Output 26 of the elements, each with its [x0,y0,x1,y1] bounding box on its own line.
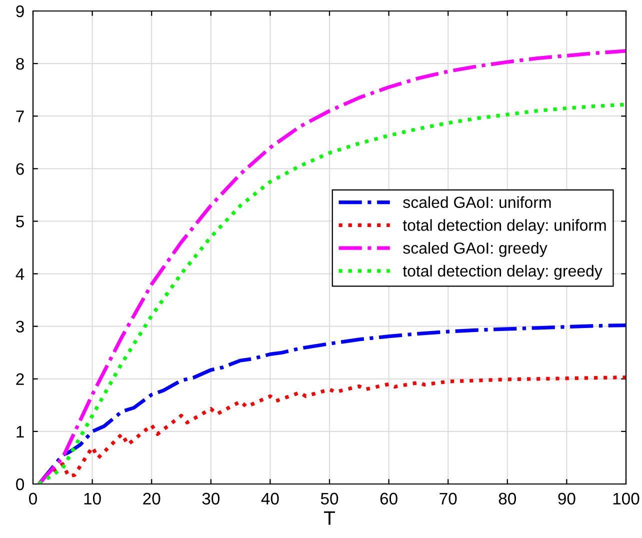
y-tick-label: 4 [16,268,24,280]
legend-label: scaled GAoI: greedy [403,242,548,257]
y-tick-label: 3 [16,320,24,333]
x-tick-label: 50 [320,492,338,505]
x-tick-label: 90 [558,492,576,505]
y-tick-label: 5 [16,216,24,228]
y-tick-label: 0 [16,478,24,490]
y-tick-label: 8 [16,58,24,70]
x-tick-label: 0 [29,492,37,505]
legend-label: total detection delay: uniform [402,219,606,234]
x-axis-title: T [324,511,335,525]
x-tick-label: 20 [143,492,160,505]
x-tick-label: 30 [202,492,220,505]
x-tick-label: 10 [84,492,101,505]
y-tick-label: 1 [16,426,24,438]
x-tick-label: 40 [261,492,279,505]
y-tick-label: 7 [16,110,24,122]
x-tick-label: 70 [440,492,457,505]
x-tick-label: 60 [380,492,398,505]
legend-label: scaled GAoI: uniform [403,196,551,208]
legend-label: total detection delay: greedy [402,264,602,280]
y-tick-label: 9 [16,5,24,18]
y-tick-label: 6 [16,163,24,175]
y-tick-label: 2 [16,373,24,385]
x-tick-label: 80 [498,492,516,505]
x-tick-label: 100 [613,492,640,505]
